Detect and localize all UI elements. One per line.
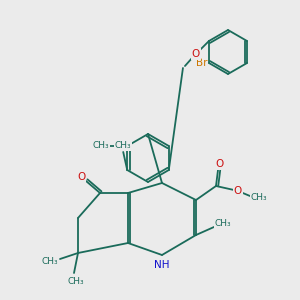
- Text: CH₃: CH₃: [68, 277, 84, 286]
- Text: CH₃: CH₃: [215, 220, 231, 229]
- Text: O: O: [234, 186, 242, 196]
- Text: NH: NH: [154, 260, 170, 270]
- Text: Br: Br: [196, 58, 208, 68]
- Text: CH₃: CH₃: [115, 142, 131, 151]
- Text: CH₃: CH₃: [42, 256, 58, 266]
- Text: O: O: [77, 172, 85, 182]
- Text: O: O: [215, 159, 223, 169]
- Text: CH₃: CH₃: [251, 194, 267, 202]
- Text: CH₃: CH₃: [93, 142, 110, 151]
- Text: O: O: [192, 49, 200, 59]
